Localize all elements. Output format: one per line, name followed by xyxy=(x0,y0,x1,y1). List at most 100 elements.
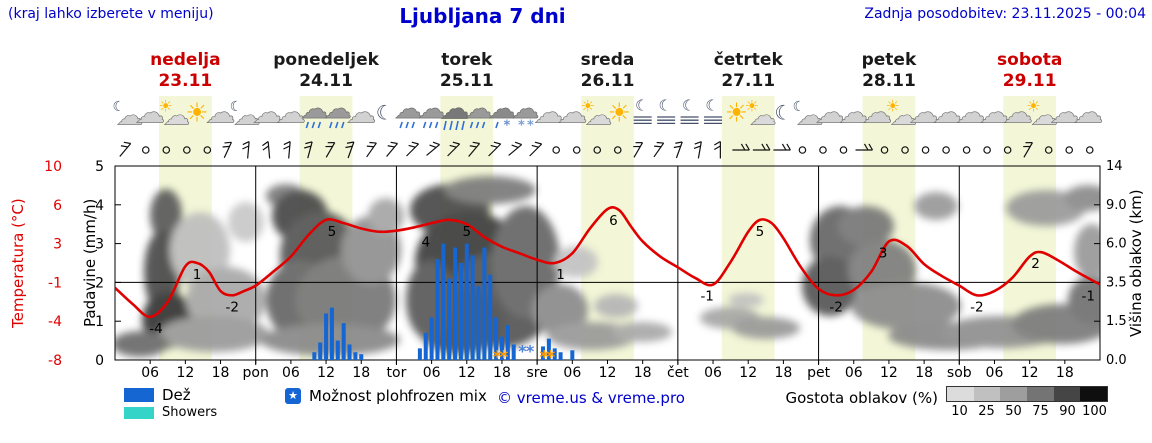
chart-frame xyxy=(114,165,1101,365)
svg-text:čet: čet xyxy=(667,365,689,381)
day-header: sobota 29.11 xyxy=(959,50,1100,92)
weather-icon-moon-fog: ☾ xyxy=(704,97,723,125)
wind-barb-icon xyxy=(714,140,721,159)
weather-icon-rain: ☁ xyxy=(417,92,446,129)
weather-icon-cloud: ☁ xyxy=(135,95,166,131)
svg-text:1.5: 1.5 xyxy=(1106,314,1127,329)
svg-text:18: 18 xyxy=(774,365,792,381)
legend-rain: Dež xyxy=(124,386,191,404)
svg-text:☾: ☾ xyxy=(793,99,806,115)
day-name: sobota xyxy=(997,50,1063,70)
svg-text:*: * xyxy=(518,342,527,361)
legend-cloud-density: Gostota oblakov (%) xyxy=(748,389,938,407)
svg-text:☁: ☁ xyxy=(440,92,470,127)
svg-text:☾: ☾ xyxy=(230,99,243,115)
svg-text:☾: ☾ xyxy=(112,99,125,115)
svg-text:14: 14 xyxy=(1106,159,1123,174)
density-tick-label: 75 xyxy=(1032,404,1049,419)
weather-icon-cloud: ☁ xyxy=(1003,95,1034,131)
svg-text:☁: ☁ xyxy=(933,96,963,131)
star-icon: ★ xyxy=(285,388,301,404)
svg-text:1: 1 xyxy=(556,267,565,283)
svg-text:06: 06 xyxy=(282,365,300,381)
density-tick-label: 90 xyxy=(1059,404,1076,419)
wind-barbs-row xyxy=(119,140,1094,159)
cloud-density-label: Gostota oblakov (%) xyxy=(785,389,938,407)
svg-text:-1: -1 xyxy=(1082,289,1095,305)
wind-barb-icon xyxy=(304,141,313,159)
svg-text:☁: ☁ xyxy=(488,92,516,125)
density-swatch xyxy=(1080,387,1108,401)
weather-icon-sun-cloud: ☀☁ xyxy=(158,97,190,132)
legend-frozen-mix-label: frozen mix xyxy=(407,387,487,405)
svg-text:2: 2 xyxy=(95,275,104,291)
density-tick-label: 100 xyxy=(1082,404,1107,419)
cloud-height-axis-title: Višina oblakov (km) xyxy=(1127,189,1145,337)
svg-text:12: 12 xyxy=(739,365,757,381)
svg-text:☀: ☀ xyxy=(185,99,208,129)
weather-icon-cloud: ☁ xyxy=(838,95,869,131)
svg-text:-2: -2 xyxy=(226,299,239,315)
svg-text:0.0: 0.0 xyxy=(1106,353,1127,368)
weather-icon-rain-heavy: ☁ xyxy=(440,91,470,131)
svg-text:☁: ☁ xyxy=(116,101,143,132)
wind-calm-icon xyxy=(901,146,909,154)
wind-barb-icon xyxy=(386,141,398,157)
weather-icon-rain: ☁ xyxy=(464,92,493,129)
density-swatch xyxy=(1000,387,1028,401)
wind-barb-icon xyxy=(222,141,233,158)
svg-text:10: 10 xyxy=(44,159,62,175)
wind-barb-icon xyxy=(283,140,291,159)
day-date: 24.11 xyxy=(299,71,353,91)
weather-icon-cloud: ☁ xyxy=(534,95,565,131)
weather-icon-cloud: ☁ xyxy=(909,95,940,131)
day-date: 25.11 xyxy=(439,71,494,91)
weather-icon-moon-cloud: ☾☁ xyxy=(793,99,824,132)
menu-hint: (kraj lahko izberete v meniju) xyxy=(8,6,214,22)
wind-calm-icon xyxy=(141,146,150,154)
last-update: Zadnja posodobitev: 23.11.2025 - 00:04 xyxy=(864,6,1146,22)
svg-text:*: * xyxy=(526,342,535,361)
svg-text:18: 18 xyxy=(915,365,933,381)
svg-text:5: 5 xyxy=(95,159,104,175)
svg-text:*: * xyxy=(504,119,511,134)
weather-icon-cloud: ☁ xyxy=(956,95,987,131)
weather-icon-sun-cloud: ☀☁ xyxy=(885,97,917,132)
wind-calm-icon xyxy=(572,146,581,154)
wind-calm-icon xyxy=(962,146,971,154)
svg-text:☁: ☁ xyxy=(1073,96,1103,131)
legend-chance-label: Možnost ploh xyxy=(309,387,409,405)
wind-barb-icon xyxy=(242,140,250,159)
weather-icon-sun: ☀ xyxy=(608,99,631,129)
svg-text:☁: ☁ xyxy=(796,101,823,132)
svg-text:5: 5 xyxy=(462,224,471,240)
svg-text:☁: ☁ xyxy=(324,92,352,125)
svg-text:☁: ☁ xyxy=(135,96,165,131)
weather-icons-row: ☾☁☁☀☁☀☁☾☁☁☁☁☁☁ ☾ ☁☁☁☁☁*☁* * ☁☁☀☁☀ ☾ ☾ ☾ ☾ ☀☀☁☾ ☾☁☁… xyxy=(112,91,1103,134)
day-date: 28.11 xyxy=(862,71,916,91)
day-header: nedelja 23.11 xyxy=(115,50,256,92)
wind-barb-icon xyxy=(426,141,440,156)
svg-text:☀: ☀ xyxy=(745,97,759,116)
weather-icon-moon: ☾ xyxy=(774,101,792,125)
wind-barb-icon xyxy=(529,141,543,157)
weather-icon-sun: ☀ xyxy=(725,99,748,129)
svg-text:☁: ☁ xyxy=(749,101,776,132)
svg-text:☀: ☀ xyxy=(885,97,899,116)
showers-swatch-icon xyxy=(124,406,154,419)
svg-text:tor: tor xyxy=(387,365,407,381)
rain-swatch-icon xyxy=(124,388,154,402)
wind-barb-icon xyxy=(366,141,377,158)
wind-barb-icon xyxy=(488,141,502,157)
svg-text:☀: ☀ xyxy=(608,99,631,129)
svg-text:☁: ☁ xyxy=(979,96,1009,131)
wind-barb-icon xyxy=(406,141,419,157)
svg-text:pet: pet xyxy=(807,365,831,381)
svg-text:☾: ☾ xyxy=(376,101,394,125)
svg-text:18: 18 xyxy=(1056,365,1074,381)
svg-text:18: 18 xyxy=(352,365,370,381)
weather-icon-sun-cloud: ☀☁ xyxy=(581,97,613,132)
density-swatch xyxy=(973,387,1001,401)
svg-text:☁: ☁ xyxy=(1003,96,1033,131)
